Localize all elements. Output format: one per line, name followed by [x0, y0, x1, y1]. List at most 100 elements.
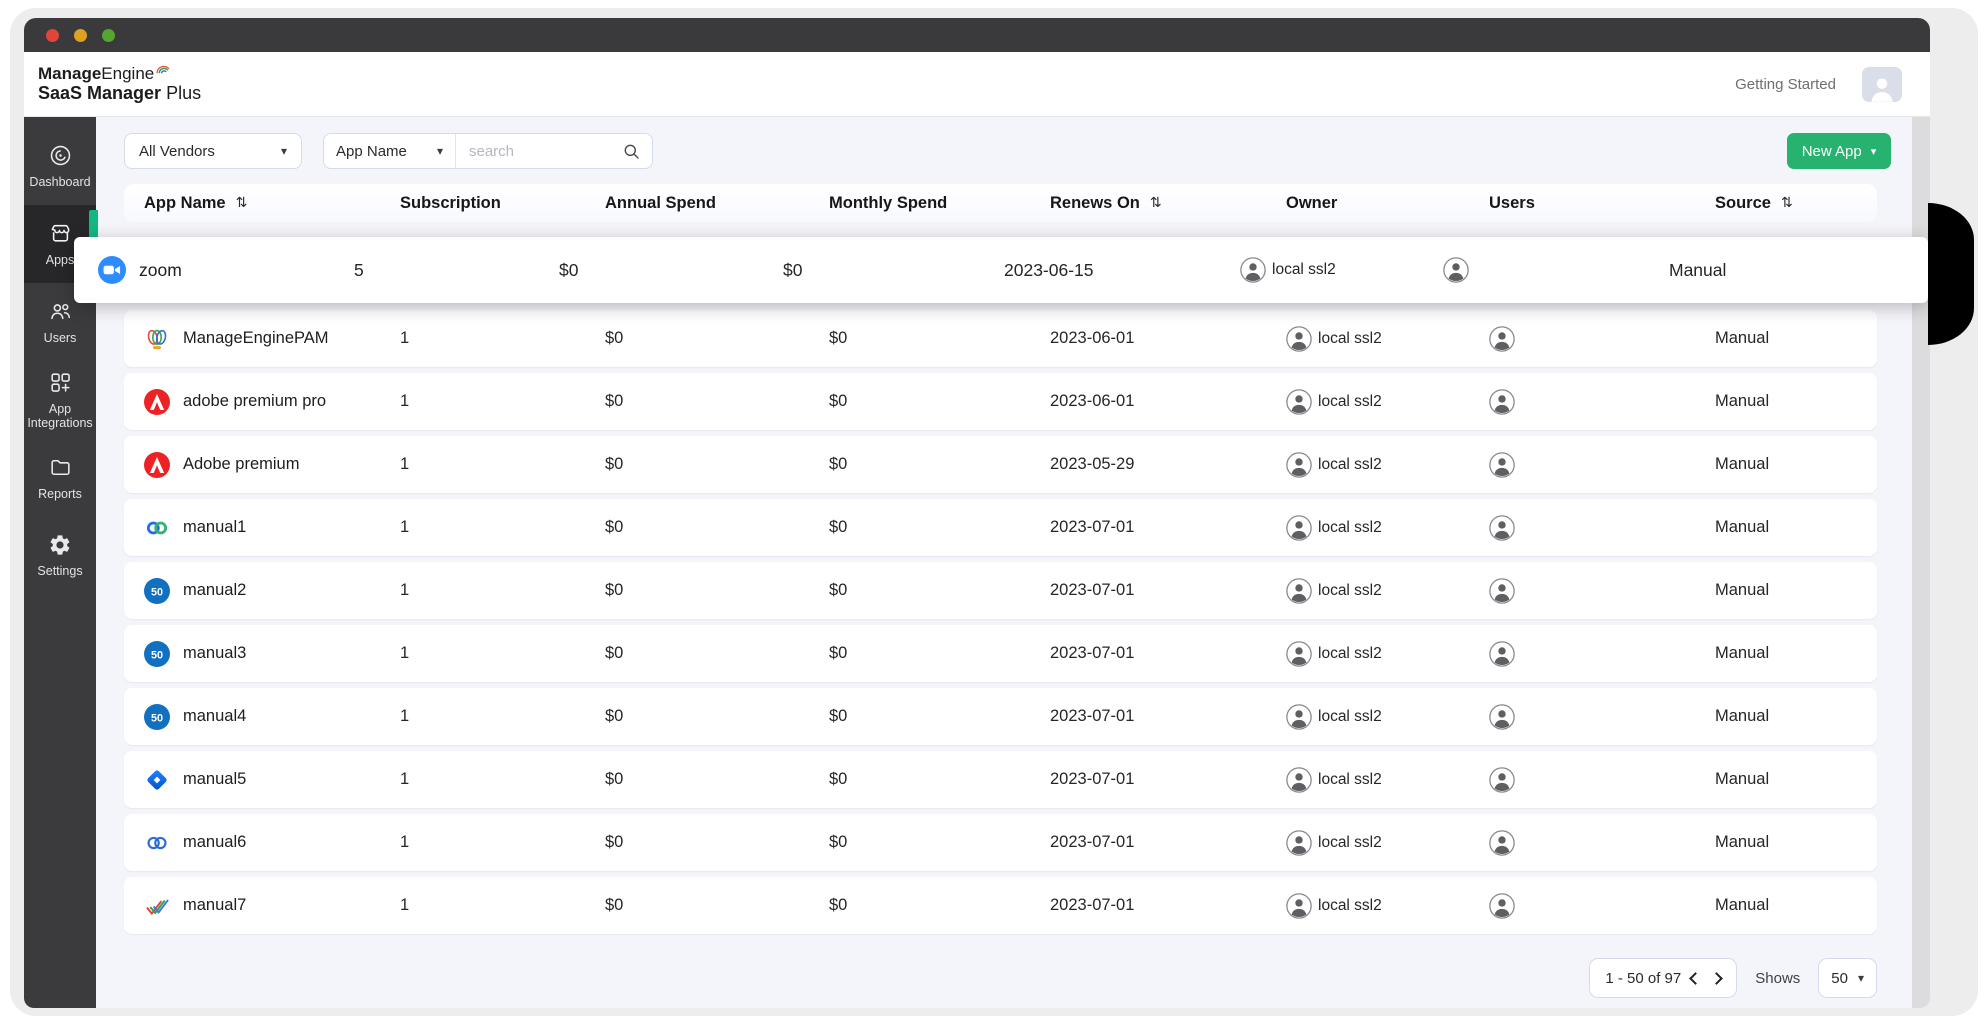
users-avatar-icon	[1489, 514, 1515, 541]
right-scroll-gutter[interactable]	[1912, 117, 1930, 1008]
app-row-manageenginepam[interactable]: ManageEnginePAM 1 $0 $0 2023-06-01 local ssl2…	[124, 310, 1877, 367]
search-category-dropdown[interactable]: App Name ▾	[324, 134, 456, 168]
source-value: Manual	[1715, 833, 1770, 851]
subscription-value: 1	[400, 581, 410, 599]
app-row-manual6[interactable]: manual6 1 $0 $0 2023-07-01 local ssl2 Manual	[124, 814, 1877, 871]
subscription-value: 1	[400, 833, 410, 851]
brand-name-bold: Manage	[38, 63, 102, 83]
blue-circle-app-icon: 50	[144, 577, 170, 604]
app-row-manual3[interactable]: 50 manual3 1 $0 $0 2023-07-01 local ssl2 Manual	[124, 625, 1877, 682]
getting-started-link[interactable]: Getting Started	[1735, 75, 1836, 93]
sidebar-item-app-integrations[interactable]: App Integrations	[24, 361, 96, 439]
annual-spend-value: $0	[605, 581, 624, 599]
app-row-manual1[interactable]: manual1 1 $0 $0 2023-07-01 local ssl2 Manual	[124, 499, 1877, 556]
page-size-value: 50	[1831, 969, 1848, 987]
source-value: Manual	[1715, 581, 1770, 599]
source-value: Manual	[1715, 518, 1770, 536]
monthly-spend-value: $0	[829, 581, 848, 599]
app-row-manual5[interactable]: manual5 1 $0 $0 2023-07-01 local ssl2 Manual	[124, 751, 1877, 808]
shows-label: Shows	[1755, 969, 1801, 987]
renews-on-value: 2023-06-01	[1050, 329, 1135, 347]
source-value: Manual	[1715, 455, 1770, 473]
brand-name-rest: Engine	[101, 63, 155, 83]
annual-spend-value: $0	[605, 833, 624, 851]
sidebar-label: Settings	[37, 564, 83, 579]
chevron-down-icon: ▾	[1870, 144, 1877, 158]
app-row-manual7[interactable]: manual7 1 $0 $0 2023-07-01 local ssl2 Manual	[124, 877, 1877, 934]
owner-name: local ssl2	[1318, 896, 1382, 914]
column-header-app-name[interactable]: App Name ⇅	[144, 194, 400, 213]
maximize-button[interactable]	[102, 28, 115, 42]
app-row-manual2[interactable]: 50 manual2 1 $0 $0 2023-07-01 local ssl2 Manual	[124, 562, 1877, 619]
users-avatar-icon	[1489, 640, 1515, 667]
renews-on-value: 2023-05-29	[1050, 455, 1135, 473]
search-input[interactable]	[456, 142, 622, 160]
subscription-value: 1	[400, 329, 410, 347]
next-page-icon[interactable]	[1710, 971, 1724, 985]
app-integrations-icon	[48, 370, 73, 395]
filter-bar: All Vendors ▾ App Name ▾	[124, 133, 1930, 169]
profile-avatar[interactable]	[1862, 66, 1902, 102]
app-name: manual3	[183, 644, 247, 662]
annual-spend-value: $0	[605, 455, 624, 473]
column-header-renews-on[interactable]: Renews On ⇅	[1050, 194, 1286, 213]
settings-gear-icon	[48, 533, 72, 557]
renews-on-value: 2023-07-01	[1050, 518, 1135, 536]
sidebar-item-settings[interactable]: Settings	[24, 517, 96, 595]
column-label: Annual Spend	[605, 193, 716, 212]
column-label: Renews On	[1050, 193, 1140, 212]
apps-store-icon	[48, 221, 73, 246]
monthly-spend-value: $0	[829, 707, 848, 725]
app-row-adobe-premium-pro[interactable]: adobe premium pro 1 $0 $0 2023-06-01 local ss…	[124, 373, 1877, 430]
owner-name: local ssl2	[1318, 707, 1382, 725]
reports-folder-icon	[48, 455, 73, 480]
annual-spend-value: $0	[605, 644, 624, 662]
app-row-zoom[interactable]: zoom 5 $0 $0 2023-06-15 local ssl2 Manual	[74, 237, 1928, 303]
subscription-value: 5	[354, 259, 364, 280]
app-name: manual6	[183, 833, 247, 851]
sidebar-item-reports[interactable]: Reports	[24, 439, 96, 517]
app-name: adobe premium pro	[183, 392, 327, 410]
search-icon	[622, 142, 641, 161]
annual-spend-value: $0	[559, 259, 579, 280]
column-header-source[interactable]: Source ⇅	[1715, 194, 1877, 213]
app-row-adobe-premium[interactable]: Adobe premium 1 $0 $0 2023-05-29 local ssl2 Ma…	[124, 436, 1877, 493]
column-header-users: Users	[1489, 194, 1715, 213]
sidebar-label: Dashboard	[29, 174, 91, 189]
pagination-range-box: 1 - 50 of 97	[1589, 958, 1738, 998]
previous-page-icon[interactable]	[1689, 971, 1703, 985]
owner-name: local ssl2	[1318, 518, 1382, 536]
column-label: Monthly Spend	[829, 193, 948, 212]
sort-icon[interactable]: ⇅	[1780, 195, 1793, 211]
app-table: zoom 5 $0 $0 2023-06-15 local ssl2 Manual Manag…	[74, 237, 1928, 934]
brand-product-rest: Plus	[161, 83, 202, 104]
minimize-button[interactable]	[74, 28, 87, 42]
subscription-value: 1	[400, 707, 410, 725]
sidebar-item-dashboard[interactable]: Dashboard	[24, 127, 96, 205]
window-body: Dashboard Apps Users App Integrations	[24, 117, 1930, 1008]
close-button[interactable]	[46, 28, 59, 42]
monthly-spend-value: $0	[829, 896, 848, 914]
renews-on-value: 2023-07-01	[1050, 833, 1135, 851]
users-avatar-icon	[1489, 892, 1515, 919]
sort-icon[interactable]: ⇅	[235, 195, 248, 211]
app-row-manual4[interactable]: 50 manual4 1 $0 $0 2023-07-01 local ssl2 Manual	[124, 688, 1877, 745]
users-avatar-icon	[1489, 703, 1515, 730]
svg-text:50: 50	[151, 649, 163, 661]
chevron-down-icon: ▾	[280, 144, 287, 158]
sidebar-item-users[interactable]: Users	[24, 283, 96, 361]
sidebar-label: Reports	[38, 486, 82, 501]
renews-on-value: 2023-06-15	[1004, 259, 1094, 280]
person-icon	[1871, 77, 1893, 102]
vendor-filter-value: All Vendors	[139, 142, 215, 160]
owner-avatar-icon	[1240, 257, 1266, 283]
sort-icon[interactable]: ⇅	[1149, 195, 1162, 211]
vendor-filter-dropdown[interactable]: All Vendors ▾	[124, 133, 302, 169]
new-app-button[interactable]: New App ▾	[1787, 133, 1891, 169]
owner-avatar-icon	[1286, 577, 1312, 604]
source-value: Manual	[1715, 770, 1770, 788]
page-size-dropdown[interactable]: 50 ▾	[1818, 958, 1877, 998]
owner-avatar-icon	[1286, 325, 1312, 352]
owner-avatar-icon	[1286, 640, 1312, 667]
